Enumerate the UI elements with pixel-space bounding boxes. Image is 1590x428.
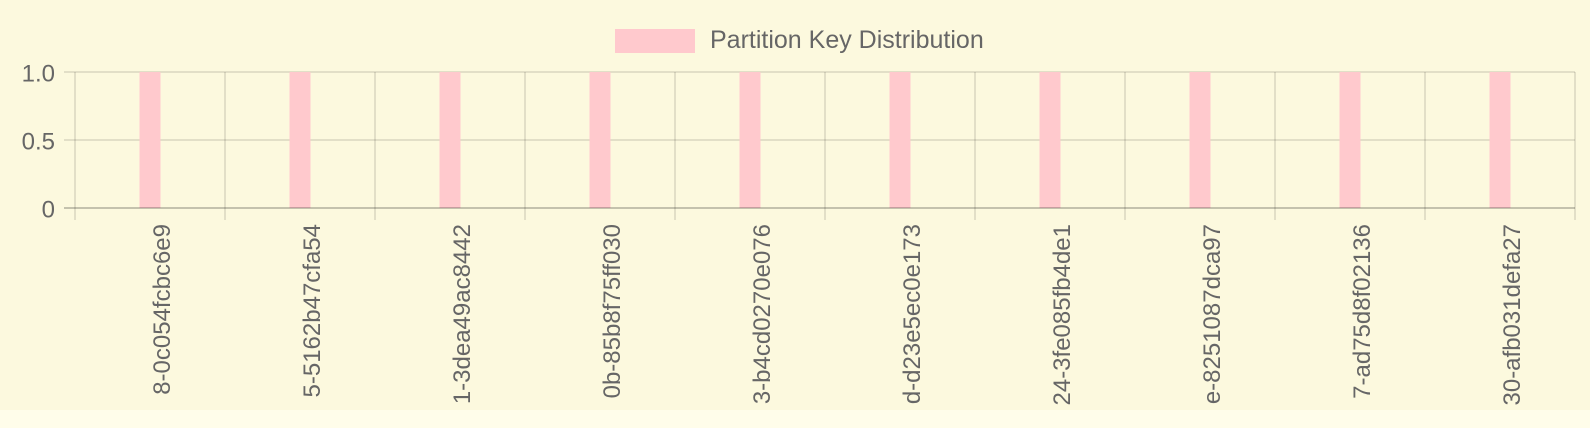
x-axis-tick-label: e-8251087dca97 [1199, 224, 1226, 404]
y-axis-tick-label: 0 [42, 197, 55, 224]
y-axis-tick-label: 0.5 [22, 129, 55, 156]
x-axis-tick-label: 8-0c054fcbc6e9 [149, 224, 176, 395]
legend-swatch [615, 28, 695, 53]
bar [1039, 72, 1061, 208]
bar [139, 72, 161, 208]
y-axis-tick-label: 1.0 [22, 61, 55, 88]
chart-legend[interactable]: Partition Key Distribution [615, 28, 984, 53]
bar [439, 72, 461, 208]
x-axis-tick-label: d-d23e5ec0e173 [899, 224, 926, 404]
legend-label: Partition Key Distribution [710, 26, 984, 54]
bar [889, 72, 911, 208]
x-axis-tick-label: 0b-85b8f75ff030 [599, 224, 626, 398]
bar [1189, 72, 1211, 208]
chart-plot: 1.0 0.5 0 8-0c054fcbc6e9 5-5162b47cfa54 1-3de… [22, 61, 1576, 406]
bar [739, 72, 761, 208]
bar [1489, 72, 1511, 208]
bar [1339, 72, 1361, 208]
bar [289, 72, 311, 208]
partition-key-distribution-chart: Partition Key Distribution 1.0 0.5 0 8-0c05… [0, 0, 1590, 410]
x-axis-tick-label: 7-ad75d8f02136 [1349, 224, 1376, 399]
x-axis-tick-label: 30-afb031defa27 [1499, 224, 1526, 406]
x-axis-tick-label: 1-3dea49ac8442 [449, 224, 476, 404]
bar [589, 72, 611, 208]
x-axis-tick-label: 5-5162b47cfa54 [299, 224, 326, 397]
x-axis-tick-label: 3-b4cd0270e076 [749, 224, 776, 404]
x-axis-tick-label: 24-3fe085fb4de1 [1049, 224, 1076, 406]
